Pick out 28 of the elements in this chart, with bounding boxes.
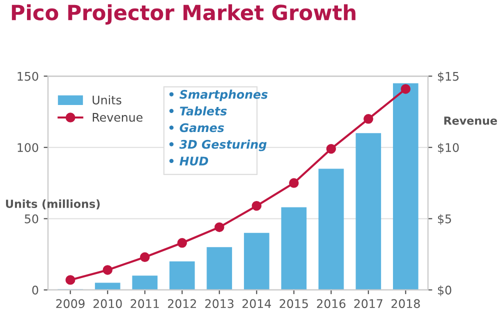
x-tick-label: 2015 <box>280 299 308 308</box>
y2-tick-label: $5 <box>438 214 452 225</box>
legend-label: Revenue <box>92 113 142 122</box>
y-tick-label: 100 <box>18 143 38 152</box>
annotation: • Tablets <box>169 106 227 116</box>
y-axis-title: Units (millions) <box>6 199 100 210</box>
x-tick-label: 2016 <box>316 299 346 308</box>
x-tick-label: 2013 <box>205 299 234 308</box>
legend-label: Units <box>92 95 122 104</box>
y2-tick-label: $10 <box>438 142 459 154</box>
x-tick-label: 2017 <box>354 299 382 308</box>
annotation: • 3D Gesturing <box>169 140 267 152</box>
y2-axis-title: Revenue <box>444 116 497 125</box>
x-tick-label: 2011 <box>130 299 159 308</box>
x-tick-label: 2010 <box>93 299 122 308</box>
y-tick-label: 0 <box>32 286 38 295</box>
y2-tick-label: $0 <box>438 285 452 296</box>
x-tick-label: 2014 <box>242 299 271 308</box>
annotation: • Smartphones <box>169 90 268 102</box>
y2-tick-label: $15 <box>438 72 459 82</box>
y-tick-label: 150 <box>18 72 38 81</box>
x-tick-label: 2018 <box>391 299 420 308</box>
x-tick-label: 2012 <box>168 299 196 308</box>
x-tick-label: 2009 <box>56 299 85 308</box>
annotation: • HUD <box>169 156 208 166</box>
chart-title: Pico Projector Market Growth <box>12 4 356 25</box>
y-tick-label: 50 <box>24 214 38 224</box>
annotation: • Games <box>169 123 224 132</box>
